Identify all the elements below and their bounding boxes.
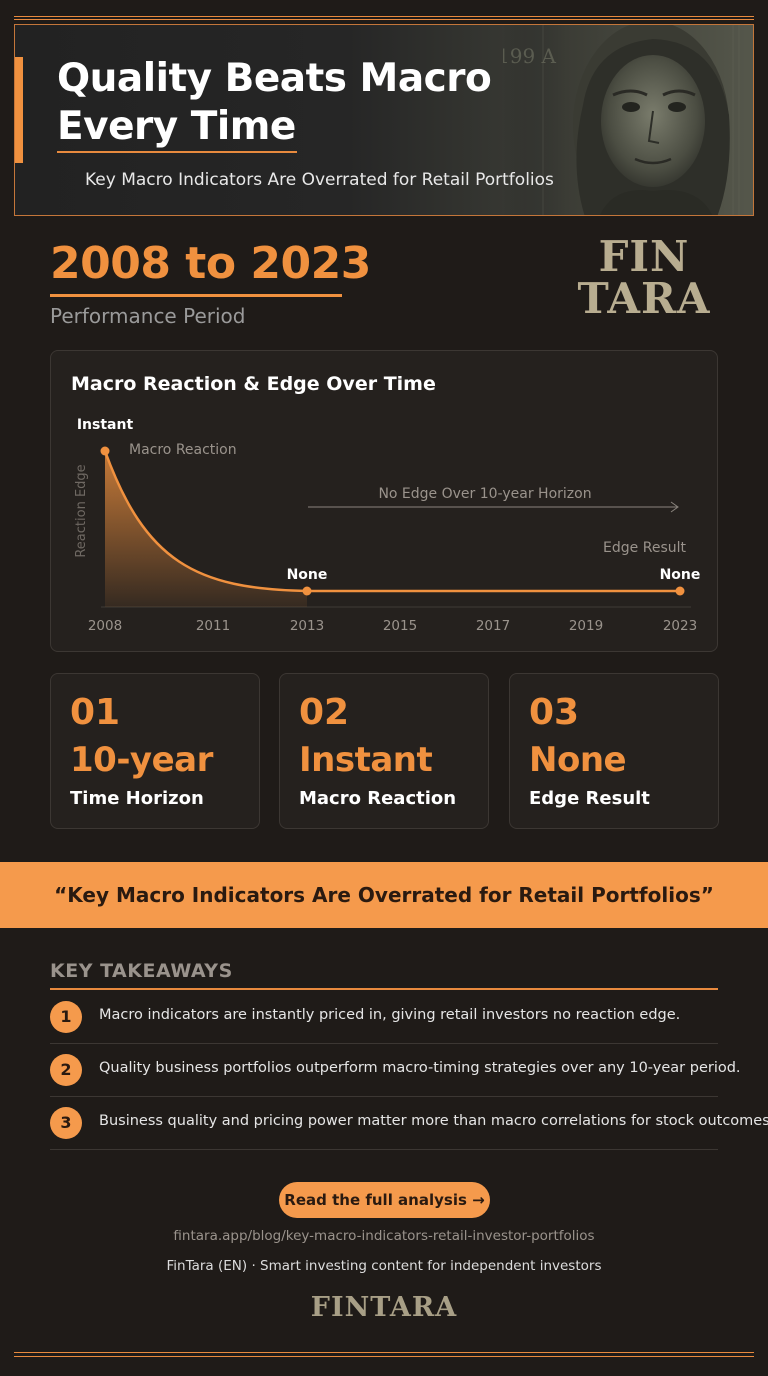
takeaway-number-badge: 1 (50, 1001, 82, 1033)
stat-value: 10-year (70, 740, 213, 780)
point-label-2013: None (287, 567, 328, 583)
quote-text: “Key Macro Indicators Are Overrated for … (54, 883, 714, 907)
takeaway-text: Quality business portfolios outperform m… (99, 1060, 741, 1076)
title-line-1: Quality Beats Macro (57, 56, 492, 101)
takeaways-rule (50, 988, 718, 990)
svg-text:199 A: 199 A (503, 44, 557, 68)
chart-title: Macro Reaction & Edge Over Time (71, 373, 436, 395)
stat-card-edge-result: 03 None Edge Result (509, 673, 719, 829)
takeaway-number-badge: 3 (50, 1107, 82, 1139)
x-tick-label-2008: 2008 (88, 618, 122, 634)
stat-label: Time Horizon (70, 788, 204, 809)
stat-value: None (529, 740, 627, 780)
takeaway-text: Business quality and pricing power matte… (99, 1113, 768, 1129)
stat-label: Macro Reaction (299, 788, 457, 809)
bottom-border-rule (14, 1352, 754, 1357)
stat-label: Edge Result (529, 788, 650, 809)
edge-result-annotation: Edge Result (603, 540, 686, 556)
stat-number: 02 (299, 692, 350, 733)
fintara-logo: FIN TARA (560, 236, 728, 320)
hero-accent-bar (15, 57, 23, 163)
footer-tagline: FinTara (EN) · Smart investing content f… (166, 1258, 602, 1274)
x-tick-label-2011: 2011 (196, 618, 230, 634)
read-full-analysis-button[interactable]: Read the full analysis → (279, 1182, 490, 1218)
period-range: 2008 to 2023 (50, 238, 371, 289)
reaction-area-fill (105, 451, 307, 607)
takeaway-text: Macro indicators are instantly priced in… (99, 1007, 681, 1023)
horizon-arrow-head (670, 501, 679, 513)
period-underline (50, 294, 342, 297)
macro-reaction-chart: Reaction Edge Instant None None Macro Reacti… (74, 417, 701, 634)
data-point-2013 (302, 586, 312, 596)
logo-line-1: FIN (598, 232, 690, 281)
x-tick-label-2015: 2015 (383, 618, 417, 634)
title-underline (57, 151, 297, 153)
stat-number: 01 (70, 692, 121, 733)
stat-card-macro-reaction: 02 Instant Macro Reaction (279, 673, 489, 829)
banknote-portrait-image: 199 A (503, 25, 753, 215)
point-label-2008: Instant (77, 417, 134, 433)
takeaways-heading: KEY TAKEAWAYS (50, 960, 233, 982)
x-tick-label-2019: 2019 (569, 618, 603, 634)
hero-banner: 199 A Quality Beats Macro Every Time Key… (14, 24, 754, 216)
horizon-annotation: No Edge Over 10-year Horizon (378, 486, 591, 502)
stat-card-time-horizon: 01 10-year Time Horizon (50, 673, 260, 829)
page-title: Quality Beats Macro Every Time (57, 55, 492, 151)
top-border-rule (14, 16, 754, 20)
data-point-2008 (100, 446, 110, 456)
takeaway-number-badge: 2 (50, 1054, 82, 1086)
chart-card: Macro Reaction & Edge Over Time Reaction… (50, 350, 718, 652)
page-subtitle: Key Macro Indicators Are Overrated for R… (85, 170, 554, 190)
stat-value: Instant (299, 740, 433, 780)
list-item: 1 Macro indicators are instantly priced … (50, 991, 718, 1044)
list-item: 2 Quality business portfolios outperform… (50, 1044, 741, 1097)
quote-band: “Key Macro Indicators Are Overrated for … (0, 862, 768, 928)
period-label: Performance Period (50, 304, 246, 328)
title-line-2: Every Time (57, 104, 296, 149)
y-axis-label: Reaction Edge (74, 464, 89, 557)
x-tick-label-2013: 2013 (290, 618, 324, 634)
data-point-2023 (675, 586, 685, 596)
point-label-2023: None (660, 567, 701, 583)
x-tick-label-2017: 2017 (476, 618, 510, 634)
stat-number: 03 (529, 692, 580, 733)
x-tick-label-2023: 2023 (663, 618, 697, 634)
list-item: 3 Business quality and pricing power mat… (50, 1097, 768, 1150)
series-label: Macro Reaction (129, 442, 237, 458)
footer-logo: FINTARA (310, 1292, 458, 1323)
macro-reaction-series-line (103, 450, 680, 593)
article-link[interactable]: fintara.app/blog/key-macro-indicators-re… (173, 1228, 595, 1244)
logo-line-2: TARA (577, 274, 711, 323)
